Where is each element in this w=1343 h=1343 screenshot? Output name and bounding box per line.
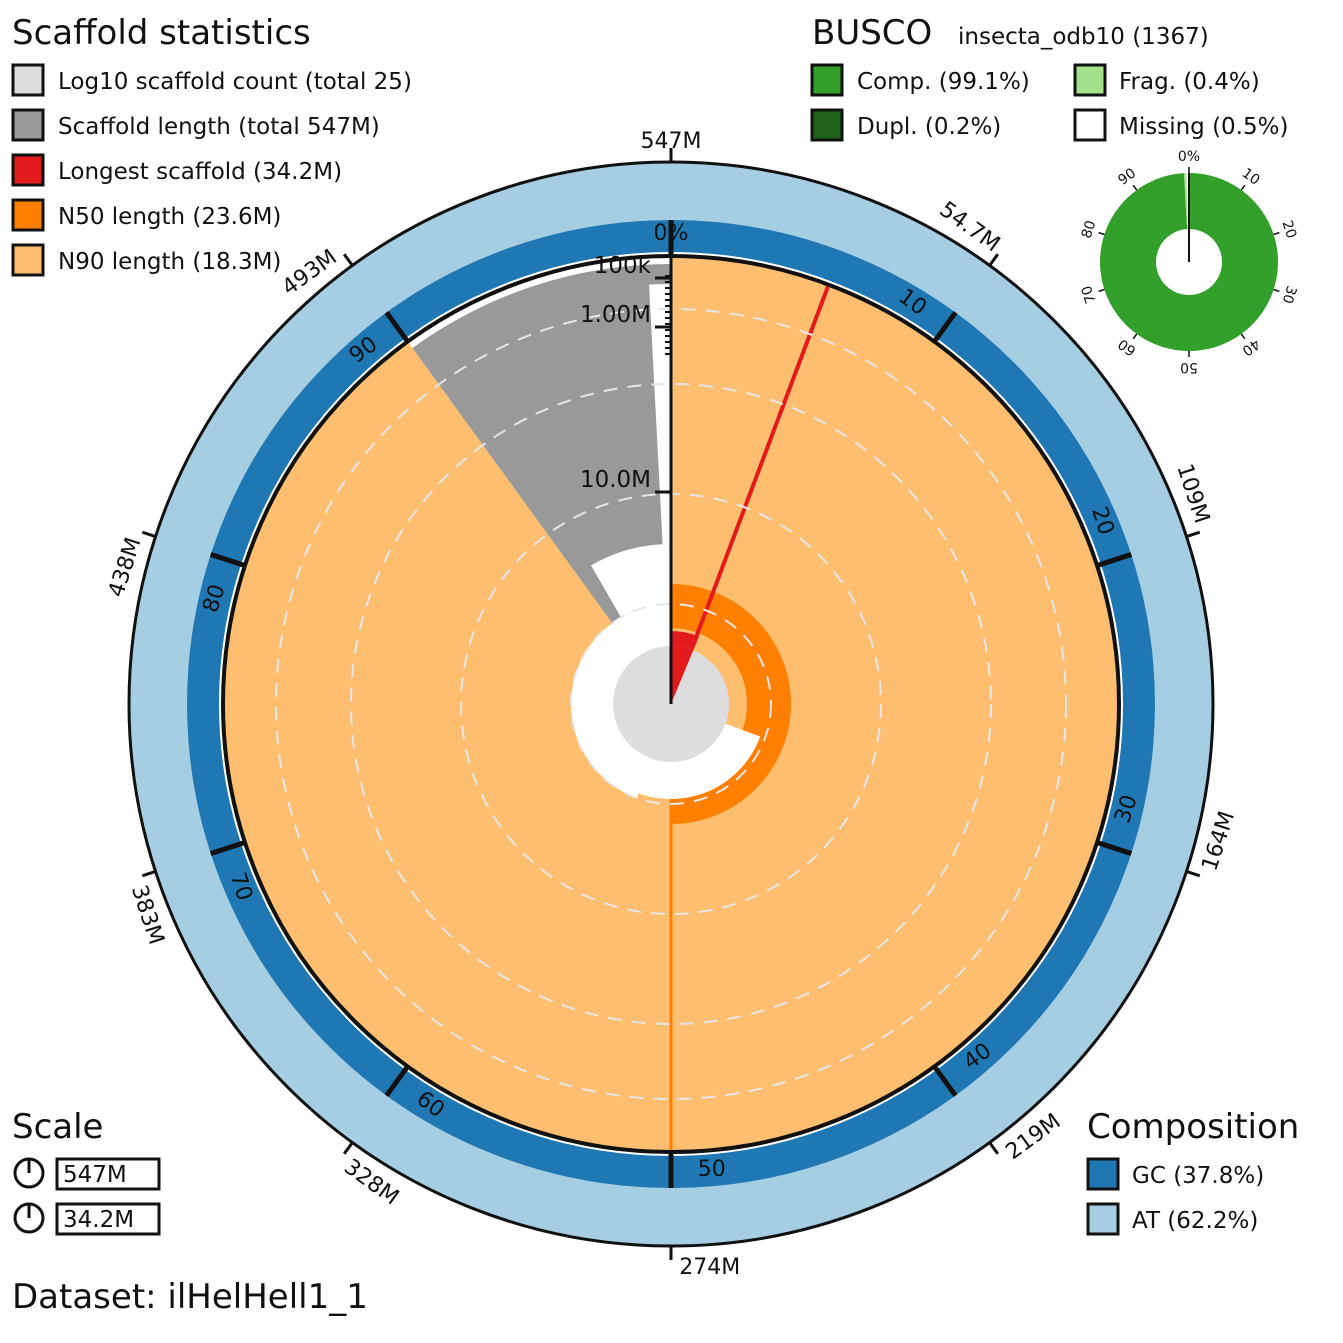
length-tick xyxy=(141,870,156,878)
busco-tick xyxy=(1098,288,1105,293)
percent-tick xyxy=(1096,552,1133,568)
composition-heading: Composition xyxy=(1087,1107,1299,1147)
busco-complete-slice xyxy=(1099,173,1278,352)
composition-swatch-gc xyxy=(1086,1157,1120,1191)
busco-label-fragmented: Frag. (0.4%) xyxy=(1119,69,1260,95)
legend-label-n50: N50 length (23.6M) xyxy=(58,204,281,230)
percent-tick xyxy=(384,310,410,344)
scale-heading: Scale xyxy=(12,1107,103,1147)
scale-label-total: 547M xyxy=(63,1162,127,1188)
busco-donut: 0% 10 20 30 40 50 60 70 80 90 xyxy=(1079,149,1299,375)
busco-label-duplicated: Dupl. (0.2%) xyxy=(857,114,1001,140)
composition-swatch-at xyxy=(1086,1202,1120,1236)
scale-box-total xyxy=(55,1157,161,1191)
percent-tick xyxy=(209,552,246,568)
length-tick-label: 547M xyxy=(641,129,702,154)
longest-scaffold-spoke xyxy=(669,283,831,705)
composition-at-ring xyxy=(129,162,1213,1246)
busco-tick xyxy=(1098,231,1105,236)
busco-fragmented-slice xyxy=(1183,173,1188,230)
legend-swatch-n50 xyxy=(11,198,45,232)
scale-legend: Scale 547M 34.2M xyxy=(12,1107,161,1236)
length-tick-label: 164M xyxy=(1197,808,1240,874)
radial-axis-label: 1.00M xyxy=(580,302,651,328)
busco-tick xyxy=(1240,184,1246,191)
legend-label-n90: N90 length (18.3M) xyxy=(58,249,281,275)
percent-tick xyxy=(932,310,958,344)
percent-tick xyxy=(932,1064,958,1098)
legend-label-count: Log10 scaffold count (total 25) xyxy=(58,69,412,95)
length-tick xyxy=(988,253,1000,267)
percent-tick xyxy=(384,1064,410,1098)
legend-label-length: Scaffold length (total 547M) xyxy=(58,114,380,140)
scale-label-longest: 34.2M xyxy=(63,1207,134,1233)
length-tick xyxy=(342,1141,354,1155)
dataset-label: Dataset: ilHelHell1_1 xyxy=(12,1277,368,1317)
busco-tick xyxy=(1240,333,1246,340)
busco-tick-label: 10 xyxy=(1239,165,1263,188)
busco-tick-label: 60 xyxy=(1115,335,1139,358)
radial-gridline-2 xyxy=(350,383,992,1025)
legend-label-longest: Longest scaffold (34.2M) xyxy=(58,159,342,185)
busco-tick-label: 50 xyxy=(1180,359,1198,375)
busco-swatch-duplicated xyxy=(810,108,844,142)
length-tick xyxy=(141,530,156,538)
busco-lineage: insecta_odb10 (1367) xyxy=(958,24,1209,50)
busco-swatch-complete xyxy=(810,63,844,97)
length-tick xyxy=(1186,530,1201,538)
busco-tick-label: 30 xyxy=(1278,283,1299,305)
scaffold-stats-legend: Scaffold statistics Log10 scaffold count… xyxy=(11,13,412,277)
scaffold-stats-heading: Scaffold statistics xyxy=(12,13,311,53)
scaffold-length-tail-sector xyxy=(412,264,671,704)
radial-axis-label: 10.0M xyxy=(580,467,651,493)
percent-tick-label: 0% xyxy=(654,221,689,246)
length-tick xyxy=(1186,870,1201,878)
busco-swatch-fragmented xyxy=(1073,63,1107,97)
busco-swatch-missing xyxy=(1073,108,1107,142)
radial-gridline-0 xyxy=(570,603,772,805)
busco-tick xyxy=(1273,288,1280,293)
legend-swatch-count xyxy=(11,63,45,97)
count-white-step-1 xyxy=(591,544,671,618)
length-tick-label: 274M xyxy=(679,1255,740,1280)
busco-heading: BUSCO xyxy=(812,13,932,53)
busco-legend: BUSCO insecta_odb10 (1367) Comp. (99.1%)… xyxy=(810,13,1288,142)
composition-label-at: AT (62.2%) xyxy=(1132,1208,1258,1234)
composition-legend: Composition GC (37.8%) AT (62.2%) xyxy=(1086,1107,1299,1236)
busco-tick xyxy=(1273,231,1280,236)
busco-tick xyxy=(1132,333,1138,340)
legend-swatch-length xyxy=(11,108,45,142)
busco-tick-label: 0% xyxy=(1178,149,1200,165)
percent-tick-label: 50 xyxy=(698,1157,726,1182)
n50-sector xyxy=(671,584,791,824)
busco-tick-label: 40 xyxy=(1239,335,1263,358)
busco-tick-label: 20 xyxy=(1278,219,1299,241)
radial-axis-label: 100k xyxy=(594,253,652,279)
percent-tick xyxy=(209,840,246,856)
busco-tick-label: 80 xyxy=(1079,219,1100,241)
count-white-step-2 xyxy=(649,284,671,545)
longest-scaffold-inner xyxy=(671,646,694,704)
busco-label-complete: Comp. (99.1%) xyxy=(857,69,1030,95)
legend-swatch-n90 xyxy=(11,243,45,277)
percent-tick xyxy=(1096,840,1133,856)
scale-box-longest xyxy=(55,1202,161,1236)
busco-tick-label: 70 xyxy=(1079,283,1100,305)
length-tick xyxy=(342,253,354,267)
legend-swatch-longest xyxy=(11,153,45,187)
busco-tick-label: 90 xyxy=(1115,165,1139,188)
composition-label-gc: GC (37.8%) xyxy=(1132,1163,1264,1189)
length-tick xyxy=(988,1141,1000,1155)
snail-plot-body: 100k1.00M10.0M0%102030405060708090547M54… xyxy=(104,129,1240,1280)
busco-label-missing: Missing (0.5%) xyxy=(1119,114,1288,140)
busco-tick xyxy=(1132,184,1138,191)
